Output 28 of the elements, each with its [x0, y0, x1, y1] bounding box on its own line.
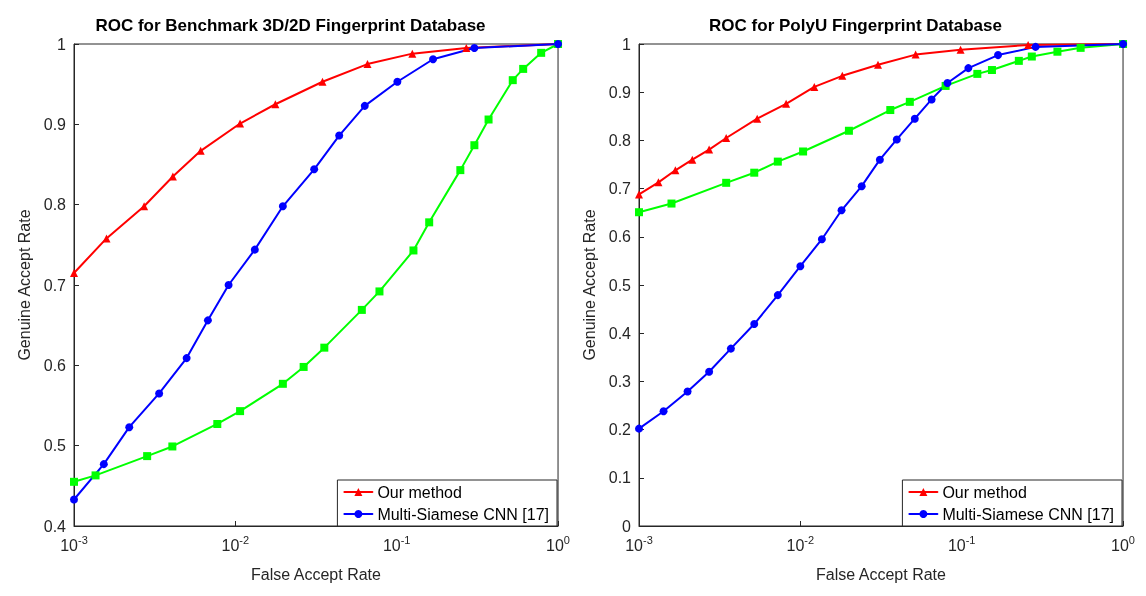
- y-tick-label: 0.5: [43, 437, 67, 455]
- y-tick-label: 0.7: [608, 180, 632, 198]
- y-tick-label: 0.3: [608, 372, 632, 390]
- y-axis-title: Genuine Accept Rate: [15, 209, 33, 361]
- y-tick-label: 0: [622, 517, 632, 535]
- y-tick-label: 1: [622, 35, 632, 53]
- chart-title: ROC for Benchmark 3D/2D Fingerprint Database: [95, 16, 486, 35]
- y-tick-label: 0.8: [608, 131, 632, 149]
- y-tick-label: 0.9: [43, 115, 67, 133]
- legend-label: Our method: [377, 483, 462, 501]
- chart-title: ROC for PolyU Fingerprint Database: [709, 16, 1002, 35]
- y-tick-label: 0.6: [43, 356, 67, 374]
- y-tick-label: 0.4: [43, 517, 67, 535]
- legend-label: Our method: [942, 483, 1027, 501]
- y-tick-label: 0.8: [43, 196, 67, 214]
- y-axis-title: Genuine Accept Rate: [580, 209, 598, 361]
- y-tick-label: 0.2: [608, 421, 632, 439]
- x-axis-title: False Accept Rate: [251, 565, 382, 583]
- y-tick-label: 0.7: [43, 276, 67, 294]
- x-axis-title: False Accept Rate: [816, 565, 947, 583]
- y-tick-label: 0.6: [608, 228, 632, 246]
- legend-label: Multi-Siamese CNN [17]: [942, 505, 1115, 523]
- y-tick-label: 0.1: [608, 469, 632, 487]
- legend-label: Multi-Siamese CNN [17]: [377, 505, 550, 523]
- y-tick-label: 1: [57, 35, 67, 53]
- y-tick-label: 0.9: [608, 83, 632, 101]
- y-tick-label: 0.4: [608, 324, 632, 342]
- y-tick-label: 0.5: [608, 276, 632, 294]
